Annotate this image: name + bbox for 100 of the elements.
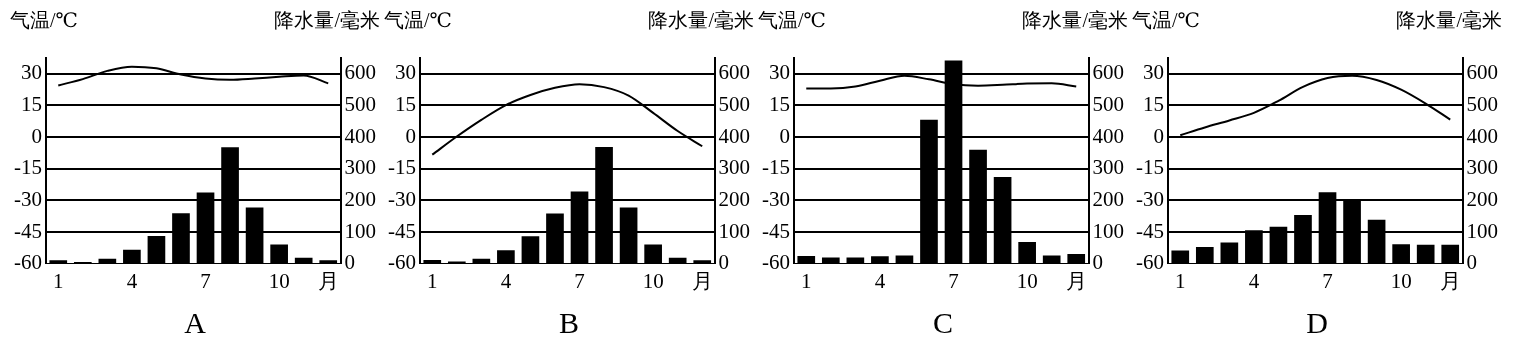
bar — [1416, 244, 1435, 264]
y2-tick-label: 0 — [718, 250, 729, 275]
y2-tick-label: 100 — [718, 218, 750, 243]
y-tick-label: -30 — [1135, 186, 1164, 211]
bar — [797, 255, 816, 264]
y2-tick-label: 600 — [344, 60, 376, 85]
y-tick-label: -45 — [1135, 218, 1164, 243]
y-tick-label: -15 — [387, 155, 416, 180]
y-tick-label: 15 — [394, 92, 416, 117]
y-tick-label: 30 — [394, 60, 416, 85]
y2-tick-label: 300 — [1092, 155, 1124, 180]
y2-axis-title: 降水量/毫米 — [1022, 9, 1128, 32]
bar — [497, 250, 515, 264]
y2-tick-label: 400 — [718, 123, 750, 148]
y-tick-label: -30 — [761, 186, 790, 211]
bar — [1392, 244, 1410, 264]
y-axis-title: 气温/℃ — [384, 9, 452, 32]
y2-tick-label: 300 — [344, 155, 376, 180]
x-tick-label: 10 — [1390, 268, 1412, 293]
x-tick-label: 7 — [948, 268, 959, 293]
x-tick-label: 4 — [1248, 268, 1260, 293]
bar — [846, 257, 865, 264]
y2-tick-label: 200 — [718, 186, 750, 211]
x-tick-label: 4 — [126, 268, 138, 293]
x-tick-label: 1 — [1175, 268, 1186, 293]
text: B — [558, 305, 580, 339]
y-axis-title: 气温/℃ — [10, 9, 78, 32]
y2-tick-label: 0 — [1466, 250, 1477, 275]
bar — [644, 244, 662, 264]
y2-tick-label: 500 — [344, 92, 376, 117]
y-tick-label: 30 — [20, 60, 42, 85]
y-axis-title: 气温/℃ — [758, 9, 826, 32]
y2-tick-label: 400 — [344, 123, 376, 148]
y-tick-label: -45 — [387, 218, 416, 243]
x-tick-label: 月 — [1065, 268, 1087, 293]
y-tick-label: -30 — [13, 186, 42, 211]
y-tick-label: -15 — [761, 155, 790, 180]
y-tick-label: -60 — [1135, 250, 1164, 275]
y2-tick-label: 400 — [1466, 123, 1498, 148]
y-tick-label: 30 — [768, 60, 790, 85]
y-tick-label: 0 — [779, 123, 790, 148]
y2-tick-label: 600 — [1466, 60, 1498, 85]
x-tick-label: 1 — [427, 268, 438, 293]
y2-tick-label: 600 — [718, 60, 750, 85]
text: A — [184, 305, 207, 339]
y2-tick-label: 200 — [1092, 186, 1124, 211]
y-tick-label: -60 — [387, 250, 416, 275]
x-tick-label: 7 — [1322, 268, 1333, 293]
y2-tick-label: 200 — [1466, 186, 1498, 211]
y-tick-label: -45 — [761, 218, 790, 243]
bar — [871, 256, 889, 264]
y2-tick-label: 100 — [1466, 218, 1498, 243]
y-axis-title: 气温/℃ — [1132, 9, 1200, 32]
y-tick-label: 0 — [1153, 123, 1164, 148]
bar — [1067, 253, 1086, 264]
y-tick-label: -15 — [13, 155, 42, 180]
y-tick-label: -45 — [13, 218, 42, 243]
y-tick-label: 30 — [1142, 60, 1164, 85]
bar — [1171, 250, 1190, 264]
y-tick-label: -30 — [387, 186, 416, 211]
y2-tick-label: 600 — [1092, 60, 1124, 85]
y-tick-label: -60 — [761, 250, 790, 275]
y2-tick-label: 0 — [344, 250, 355, 275]
y2-axis-title: 降水量/毫米 — [274, 9, 380, 32]
x-tick-label: 月 — [317, 268, 339, 293]
x-tick-label: 1 — [801, 268, 812, 293]
x-tick-label: 10 — [268, 268, 290, 293]
x-tick-label: 4 — [500, 268, 512, 293]
bar — [1195, 247, 1214, 264]
bar — [1018, 241, 1036, 264]
y2-tick-label: 100 — [344, 218, 376, 243]
y-tick-label: 15 — [20, 92, 42, 117]
y2-tick-label: 500 — [1466, 92, 1498, 117]
x-tick-label: 1 — [53, 268, 64, 293]
y2-tick-label: 0 — [1092, 250, 1103, 275]
x-tick-label: 10 — [1016, 268, 1038, 293]
bar — [1220, 242, 1239, 264]
bar — [821, 257, 840, 264]
x-tick-label: 4 — [874, 268, 886, 293]
bar — [123, 249, 141, 264]
x-tick-label: 10 — [642, 268, 664, 293]
y2-axis-title: 降水量/毫米 — [1396, 9, 1502, 32]
y-tick-label: 0 — [31, 123, 42, 148]
y-tick-label: 15 — [1142, 92, 1164, 117]
x-tick-label: 7 — [574, 268, 585, 293]
bar — [147, 235, 166, 264]
bar — [521, 236, 540, 264]
y-tick-label: -15 — [1135, 155, 1164, 180]
x-tick-label: 月 — [691, 268, 713, 293]
bar — [1441, 244, 1460, 264]
y-tick-label: 15 — [768, 92, 790, 117]
x-tick-label: 月 — [1439, 268, 1461, 293]
y2-tick-label: 200 — [344, 186, 376, 211]
y2-tick-label: 500 — [1092, 92, 1124, 117]
text: C — [932, 305, 954, 339]
y2-tick-label: 400 — [1092, 123, 1124, 148]
y2-axis-title: 降水量/毫米 — [648, 9, 754, 32]
y2-tick-label: 300 — [1466, 155, 1498, 180]
y2-tick-label: 500 — [718, 92, 750, 117]
y-tick-label: -60 — [13, 250, 42, 275]
